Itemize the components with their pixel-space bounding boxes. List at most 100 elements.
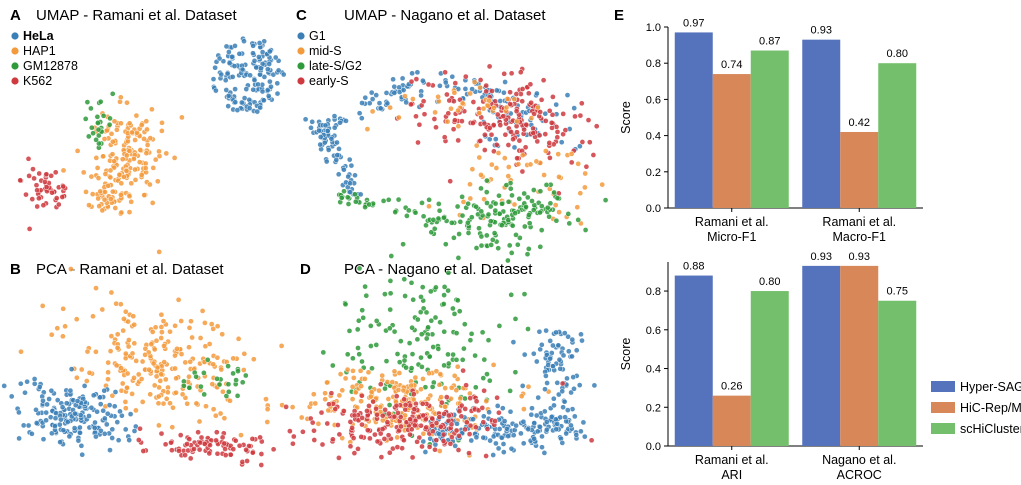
- scatter-point-late-s-g2: [478, 233, 485, 240]
- panel-e-letter: E: [614, 7, 624, 24]
- scatter-point-early-s: [481, 387, 487, 394]
- scatter-point-hap1: [130, 313, 137, 320]
- scatter-point-hap1: [93, 348, 99, 355]
- scatter-point-mid-s: [436, 381, 443, 388]
- scatter-point-mid-s: [448, 105, 454, 112]
- scatter-point-g1: [569, 336, 576, 343]
- scatter-point-hap1: [60, 167, 67, 174]
- scatter-point-hap1: [111, 118, 118, 125]
- scatter-point-late-s-g2: [507, 185, 514, 192]
- scatter-point-mid-s: [289, 404, 296, 410]
- scatter-point-early-s: [536, 132, 543, 139]
- scatter-point-g1: [550, 395, 557, 402]
- scatter-point-g1: [418, 92, 424, 99]
- scatter-point-early-s: [366, 403, 372, 409]
- scatter-pca-nagano: [264, 241, 598, 461]
- scatter-point-late-s-g2: [496, 192, 502, 199]
- legend-label: GM12878: [23, 59, 78, 73]
- legend-label: G1: [309, 29, 326, 43]
- scatter-point-hela: [91, 425, 98, 431]
- scatter-point-hap1: [119, 156, 126, 163]
- scatter-point-g1: [534, 428, 541, 435]
- scatter-point-late-s-g2: [456, 231, 462, 237]
- scatter-point-late-s-g2: [401, 357, 408, 364]
- scatter-point-hela: [232, 43, 238, 49]
- scatter-point-hap1: [164, 389, 171, 396]
- scatter-point-hap1: [129, 391, 135, 397]
- scatter-point-early-s: [385, 410, 392, 417]
- scatter-point-early-s: [463, 382, 469, 389]
- scatter-point-mid-s: [391, 368, 398, 375]
- scatter-point-hap1: [125, 138, 131, 145]
- scatter-point-gm12878: [201, 391, 208, 398]
- scatter-point-late-s-g2: [526, 220, 533, 227]
- scatter-point-mid-s: [350, 375, 357, 381]
- scatter-point-late-s-g2: [565, 211, 572, 217]
- scatter-point-early-s: [433, 420, 440, 426]
- scatter-point-g1: [356, 110, 363, 117]
- scatter-point-hap1: [163, 150, 170, 157]
- scatter-point-hap1: [197, 335, 204, 341]
- scatter-point-gm12878: [94, 113, 101, 120]
- scatter-point-hap1: [149, 200, 156, 206]
- scatter-point-hap1: [142, 165, 149, 171]
- legend-label: scHiCluster: [960, 422, 1021, 436]
- scatter-point-hela: [257, 104, 264, 111]
- scatter-point-hela: [16, 435, 22, 442]
- scatter-point-late-s-g2: [414, 336, 421, 343]
- scatter-point-late-s-g2: [394, 351, 401, 357]
- scatter-point-hap1: [128, 198, 135, 205]
- scatter-point-hela: [261, 97, 267, 104]
- scatter-point-late-s-g2: [492, 207, 499, 214]
- scatter-point-early-s: [525, 90, 532, 97]
- scatter-point-hela: [229, 74, 236, 80]
- scatter-point-late-s-g2: [420, 213, 427, 220]
- scatter-point-hap1: [161, 359, 168, 365]
- scatter-point-hap1: [132, 137, 138, 143]
- scatter-point-hap1: [153, 337, 160, 344]
- scatter-point-late-s-g2: [368, 343, 374, 349]
- scatter-point-hap1: [86, 369, 93, 376]
- scatter-point-hap1: [162, 376, 169, 383]
- scatter-point-g1: [563, 430, 570, 437]
- scatter-point-hela: [48, 387, 55, 394]
- scatter-point-mid-s: [350, 368, 356, 374]
- scatter-point-hap1: [128, 180, 135, 187]
- scatter-point-early-s: [391, 413, 398, 420]
- scatter-point-g1: [571, 385, 577, 392]
- scatter-point-late-s-g2: [409, 324, 415, 331]
- scatter-point-late-s-g2: [483, 232, 490, 239]
- scatter-point-late-s-g2: [344, 351, 351, 358]
- scatter-point-gm12878: [242, 372, 249, 379]
- scatter-point-hela: [40, 397, 46, 404]
- scatter-point-hap1: [178, 351, 185, 357]
- scatter-point-early-s: [311, 437, 318, 443]
- scatter-point-g1: [564, 375, 570, 382]
- scatter-point-hap1: [278, 343, 285, 349]
- scatter-point-mid-s: [574, 204, 581, 211]
- scatter-point-hela: [126, 437, 133, 443]
- scatter-point-mid-s: [505, 173, 512, 179]
- scatter-point-early-s: [483, 453, 489, 459]
- scatter-point-hap1: [138, 172, 145, 178]
- scatter-point-late-s-g2: [530, 187, 537, 193]
- legend-marker: [11, 32, 19, 40]
- scatter-point-hap1: [107, 167, 114, 174]
- scatter-point-hap1: [113, 362, 120, 369]
- scatter-point-g1: [511, 144, 518, 151]
- scatter-point-hap1: [132, 177, 139, 183]
- scatter-point-g1: [499, 405, 506, 412]
- scatter-point-late-s-g2: [441, 214, 447, 221]
- scatter-point-hap1: [240, 367, 247, 373]
- scatter-point-mid-s: [556, 209, 562, 215]
- scatter-point-gm12878: [216, 381, 223, 388]
- scatter-point-late-s-g2: [345, 201, 352, 207]
- scatter-point-hap1: [161, 343, 167, 349]
- scatter-point-k562: [246, 443, 252, 449]
- scatter-point-g1: [399, 75, 406, 82]
- scatter-point-hela: [250, 86, 257, 93]
- scatter-point-late-s-g2: [513, 232, 519, 238]
- scatter-point-g1: [513, 422, 519, 429]
- scatter-point-hap1: [48, 331, 55, 338]
